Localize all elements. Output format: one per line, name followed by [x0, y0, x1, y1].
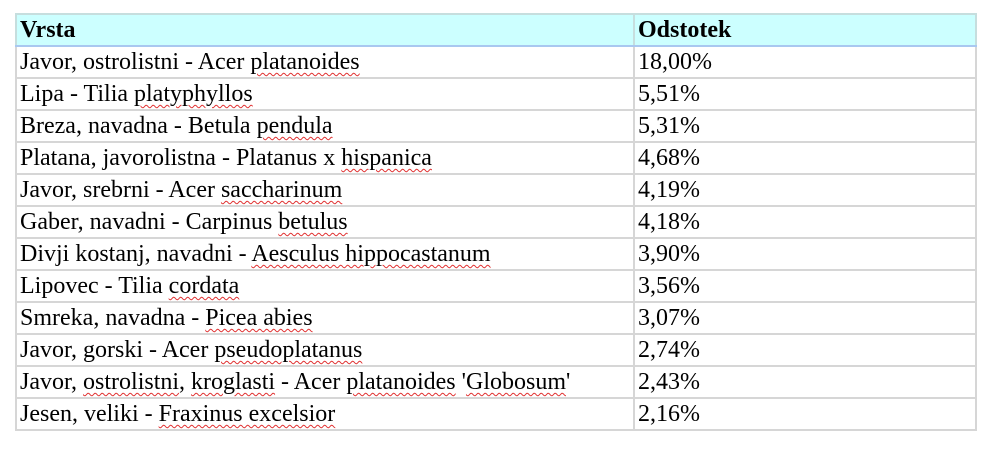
percent-cell[interactable]: 5,31% — [633, 109, 977, 143]
species-cell[interactable]: Platana, javorolistna - Platanus x hispa… — [15, 141, 635, 175]
table-row: Javor, srebrni - Acer saccharinum 4,19% — [15, 173, 977, 207]
table-row: Javor, ostrolistni, kroglasti - Acer pla… — [15, 365, 977, 399]
species-table: Vrsta Odstotek Javor, ostrolistni - Acer… — [15, 13, 977, 431]
species-cell[interactable]: Javor, ostrolistni, kroglasti - Acer pla… — [15, 365, 635, 399]
species-text: Javor, ostrolistni - Acer — [20, 49, 251, 75]
percent-cell[interactable]: 2,43% — [633, 365, 977, 399]
table-row: Gaber, navadni - Carpinus betulus 4,18% — [15, 205, 977, 239]
spellcheck-flagged-word: Fraxinus excelsior — [158, 401, 336, 427]
table-header-row: Vrsta Odstotek — [15, 13, 977, 47]
percent-cell[interactable]: 4,68% — [633, 141, 977, 175]
species-cell[interactable]: Divji kostanj, navadni - Aesculus hippoc… — [15, 237, 635, 271]
species-cell[interactable]: Jesen, veliki - Fraxinus excelsior — [15, 397, 635, 431]
species-cell[interactable]: Lipovec - Tilia cordata — [15, 269, 635, 303]
spellcheck-flagged-word: platyphyllos — [134, 81, 253, 107]
species-cell[interactable]: Javor, ostrolistni - Acer platanoides — [15, 45, 635, 79]
spellcheck-flagged-word: betulus — [278, 209, 348, 235]
spellcheck-flagged-word: saccharinum — [220, 177, 343, 203]
species-text: Breza, navadna - Betula — [20, 113, 257, 139]
species-text: , — [179, 369, 192, 395]
species-text: Gaber, navadni - Carpinus — [20, 209, 279, 235]
table-row: Jesen, veliki - Fraxinus excelsior 2,16% — [15, 397, 977, 431]
table-row: Breza, navadna - Betula pendula 5,31% — [15, 109, 977, 143]
species-text: Lipa - Tilia — [20, 81, 135, 107]
header-vrsta: Vrsta — [15, 13, 635, 47]
spellcheck-flagged-word: platanoides — [346, 369, 456, 395]
header-odstotek: Odstotek — [633, 13, 977, 47]
species-text: Javor, gorski - Acer — [20, 337, 215, 363]
table-row: Lipa - Tilia platyphyllos 5,51% — [15, 77, 977, 111]
species-text: ' — [566, 369, 571, 395]
spellcheck-flagged-word: cordata — [168, 273, 240, 299]
spellcheck-flagged-word: Aesculus hippocastanum — [251, 241, 491, 267]
species-text: Smreka, navadna - — [20, 305, 206, 331]
percent-cell[interactable]: 4,18% — [633, 205, 977, 239]
percent-cell[interactable]: 4,19% — [633, 173, 977, 207]
species-text: Jesen, veliki - — [20, 401, 159, 427]
table-row: Divji kostanj, navadni - Aesculus hippoc… — [15, 237, 977, 271]
spellcheck-flagged-word: hispanica — [341, 145, 432, 171]
species-cell[interactable]: Gaber, navadni - Carpinus betulus — [15, 205, 635, 239]
table-row: Smreka, navadna - Picea abies 3,07% — [15, 301, 977, 335]
table-row: Javor, gorski - Acer pseudoplatanus 2,74% — [15, 333, 977, 367]
species-text: Javor, — [20, 369, 84, 395]
percent-cell[interactable]: 5,51% — [633, 77, 977, 111]
table-row: Platana, javorolistna - Platanus x hispa… — [15, 141, 977, 175]
table-row: Javor, ostrolistni - Acer platanoides 18,… — [15, 45, 977, 79]
percent-cell[interactable]: 18,00% — [633, 45, 977, 79]
spellcheck-flagged-word: ostrolistni — [83, 369, 180, 395]
species-text: - Acer — [275, 369, 347, 395]
percent-cell[interactable]: 3,56% — [633, 269, 977, 303]
species-text: Divji kostanj, navadni - — [20, 241, 252, 267]
percent-cell[interactable]: 2,74% — [633, 333, 977, 367]
species-cell[interactable]: Javor, srebrni - Acer saccharinum — [15, 173, 635, 207]
spellcheck-flagged-word: pseudoplatanus — [214, 337, 363, 363]
spellcheck-flagged-word: Globosum — [465, 369, 566, 395]
species-text: Platana, javorolistna - Platanus x — [20, 145, 342, 171]
percent-cell[interactable]: 3,07% — [633, 301, 977, 335]
species-cell[interactable]: Lipa - Tilia platyphyllos — [15, 77, 635, 111]
species-cell[interactable]: Smreka, navadna - Picea abies — [15, 301, 635, 335]
table-row: Lipovec - Tilia cordata 3,56% — [15, 269, 977, 303]
spellcheck-flagged-word: Picea abies — [205, 305, 313, 331]
species-cell[interactable]: Breza, navadna - Betula pendula — [15, 109, 635, 143]
percent-cell[interactable]: 2,16% — [633, 397, 977, 431]
species-text: Javor, srebrni - Acer — [20, 177, 221, 203]
species-text: Lipovec - Tilia — [20, 273, 169, 299]
species-cell[interactable]: Javor, gorski - Acer pseudoplatanus — [15, 333, 635, 367]
percent-cell[interactable]: 3,90% — [633, 237, 977, 271]
spellcheck-flagged-word: platanoides — [250, 49, 360, 75]
spellcheck-flagged-word: kroglasti — [191, 369, 276, 395]
species-text: ' — [455, 369, 466, 395]
spellcheck-flagged-word: pendula — [256, 113, 333, 139]
